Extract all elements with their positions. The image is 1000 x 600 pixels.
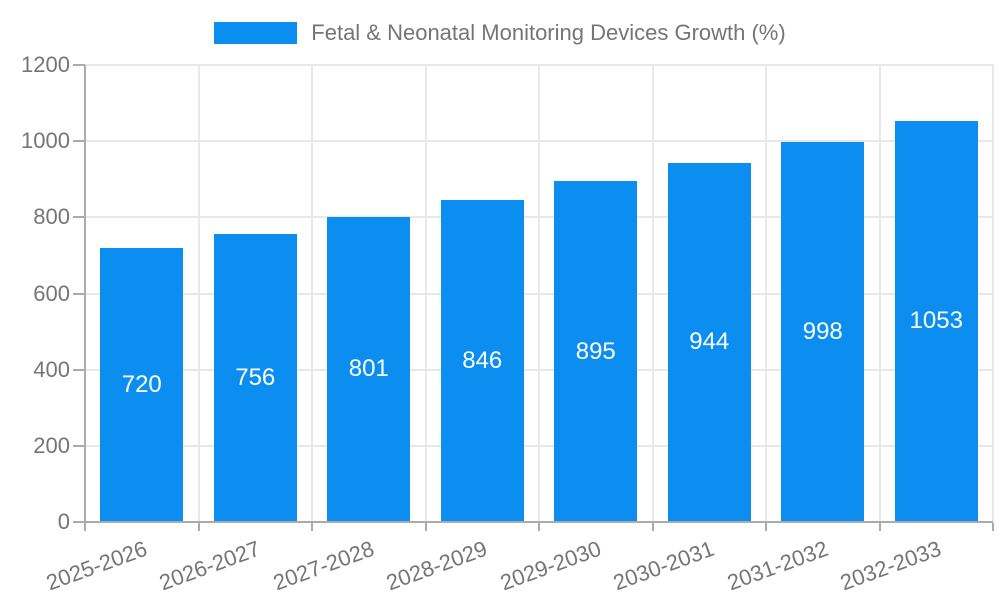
- bar-2031-2032: 998: [781, 141, 865, 522]
- x-axis-line: [85, 521, 993, 523]
- bar-value-label: 895: [575, 337, 616, 365]
- y-tick: [73, 368, 85, 371]
- y-axis-tick-label: 600: [33, 280, 70, 306]
- bar-value-label: 944: [689, 328, 730, 356]
- x-tick: [765, 523, 767, 531]
- legend-swatch: [214, 22, 298, 44]
- x-axis-tick-label: 2030-2031: [609, 535, 718, 596]
- x-axis-tick-label: 2031-2032: [723, 535, 831, 596]
- x-tick: [84, 523, 86, 531]
- legend: Fetal & Neonatal Monitoring Devices Grow…: [0, 20, 1000, 46]
- x-tick: [311, 523, 313, 531]
- y-tick: [73, 140, 85, 143]
- v-gridline: [878, 65, 881, 522]
- bar-2025-2026: 720: [100, 247, 184, 522]
- x-axis-tick-label: 2027-2028: [269, 535, 377, 596]
- v-gridline: [651, 65, 654, 522]
- x-axis-tick-label: 2026-2027: [155, 535, 264, 596]
- bar-value-label: 801: [348, 355, 389, 383]
- bar-2028-2029: 846: [440, 199, 524, 522]
- y-tick: [73, 292, 85, 295]
- bar-2032-2033: 1053: [894, 120, 978, 522]
- plot-area: 720 756 801 846 895 944 998 1053: [85, 64, 994, 523]
- y-axis-tick-label: 1200: [21, 52, 70, 77]
- v-gridline: [424, 65, 427, 522]
- bar-2030-2031: 944: [667, 162, 751, 522]
- bar-value-label: 998: [802, 317, 843, 345]
- v-gridline: [992, 65, 994, 522]
- y-tick: [73, 521, 85, 523]
- v-gridline: [538, 65, 540, 522]
- y-axis-tick-label: 200: [33, 432, 70, 458]
- x-tick: [424, 523, 427, 531]
- y-axis-tick-label: 400: [33, 356, 70, 382]
- x-axis-tick-label: 2032-2033: [836, 535, 945, 596]
- y-tick: [73, 444, 85, 447]
- bar-2027-2028: 801: [327, 216, 411, 522]
- bar-value-label: 846: [462, 346, 503, 374]
- y-axis-tick-label: 1000: [21, 128, 70, 154]
- bar-value-label: 756: [235, 364, 276, 392]
- y-tick: [73, 64, 85, 66]
- v-gridline: [311, 65, 313, 522]
- x-tick: [992, 523, 994, 531]
- x-axis-tick-label: 2028-2029: [382, 535, 491, 596]
- bar-2026-2027: 756: [213, 234, 297, 522]
- y-axis-tick-label: 0: [57, 509, 70, 534]
- bar-value-label: 720: [121, 370, 162, 398]
- x-axis-tick-label: 2025-2026: [42, 535, 150, 596]
- x-axis-tick-label: 2029-2030: [496, 535, 604, 596]
- y-tick: [73, 216, 85, 219]
- x-tick: [878, 523, 881, 531]
- y-axis-tick-label: 800: [33, 204, 70, 230]
- bar-2029-2030: 895: [554, 181, 638, 522]
- v-gridline: [765, 65, 767, 522]
- v-gridline: [197, 65, 200, 522]
- x-tick: [538, 523, 540, 531]
- x-tick: [197, 523, 200, 531]
- x-tick: [651, 523, 654, 531]
- legend-label: Fetal & Neonatal Monitoring Devices Grow…: [311, 20, 786, 45]
- y-axis-line: [84, 65, 86, 530]
- bar-value-label: 1053: [909, 307, 963, 335]
